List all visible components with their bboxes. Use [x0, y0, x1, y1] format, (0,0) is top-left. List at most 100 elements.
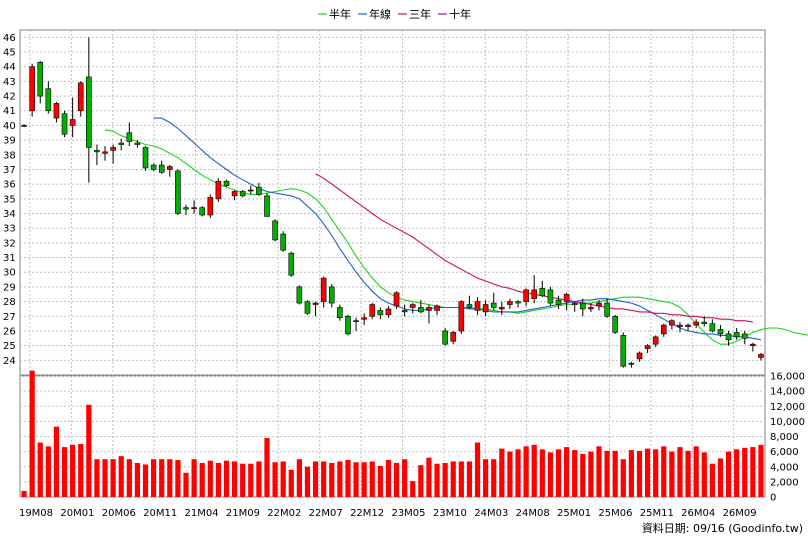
price-y-tick-label: 28 [3, 297, 16, 308]
candle-body [199, 207, 206, 216]
candlestick [37, 60, 44, 104]
candlestick [434, 304, 440, 315]
volume-bar [21, 490, 27, 497]
price-y-tick-label: 25 [3, 341, 16, 352]
candle-body [337, 307, 343, 319]
candlestick [579, 298, 586, 317]
candlestick [183, 204, 189, 215]
candlestick [118, 138, 125, 151]
volume-bar [385, 459, 392, 497]
candlestick [102, 145, 108, 161]
volume-bar [29, 370, 35, 497]
volume-bar [321, 461, 327, 497]
candle-body [426, 307, 432, 311]
candle-body [126, 132, 133, 142]
candle-body [239, 191, 246, 197]
price-y-tick-label: 29 [3, 282, 16, 293]
candle-body [328, 286, 335, 304]
candlestick [507, 298, 513, 309]
volume-bar [717, 458, 724, 497]
volume-bar [539, 449, 545, 497]
candlestick [191, 200, 197, 214]
volume-bar [70, 444, 76, 497]
volume-bar [159, 459, 165, 497]
candlestick [61, 110, 68, 138]
candle-body [312, 302, 319, 305]
volume-bar [742, 447, 748, 497]
volume-bar [620, 459, 626, 497]
x-axis: 19M08 20M01 20M06 20M11 21M04 21M09 22M02 22M07… [19, 508, 757, 519]
volume-bar [272, 462, 278, 497]
volume-bar [709, 463, 715, 497]
candlestick [207, 194, 214, 218]
source-label: 資料日期: 09/16 (Goodinfo.tw) [642, 521, 803, 535]
candlestick [750, 342, 756, 352]
price-y-tick-label: 27 [3, 312, 16, 323]
candlestick [523, 288, 529, 306]
candle-body [29, 66, 35, 112]
x-tick-label: 23M10 [433, 508, 467, 519]
candlestick [150, 163, 157, 171]
volume-bar [223, 460, 230, 497]
price-y-tick-label: 41 [3, 106, 16, 117]
candle-body [620, 335, 627, 367]
candle-body [409, 304, 416, 308]
price-y-tick-label: 24 [3, 356, 16, 367]
candle-body [207, 197, 214, 216]
x-tick-label: 22M02 [267, 508, 301, 519]
volume-bar [410, 481, 416, 497]
candlestick [571, 301, 578, 312]
price-y-tick-label: 43 [3, 77, 16, 88]
candlestick [490, 292, 497, 311]
candlestick [296, 285, 303, 305]
candle-body [660, 324, 667, 335]
volume-bar [701, 452, 707, 497]
candlestick [86, 37, 92, 183]
volume-bar [628, 450, 634, 497]
volume-bar [402, 459, 408, 497]
candlestick [709, 319, 716, 333]
candlestick [450, 330, 457, 345]
volume-bar [126, 459, 132, 497]
price-y-tick-label: 45 [3, 48, 16, 59]
volume-bar [37, 442, 43, 497]
candlestick [353, 317, 359, 331]
volume-bar [191, 459, 197, 497]
candlestick [482, 300, 489, 317]
candle-body [588, 307, 594, 310]
candlestick [158, 160, 165, 174]
volume-bar [653, 449, 659, 497]
price-y-tick-label: 38 [3, 150, 16, 161]
candle-body [110, 147, 116, 151]
candlestick [685, 323, 691, 331]
x-tick-label: 21M09 [226, 508, 260, 519]
candle-body [223, 180, 230, 186]
candle-body [231, 191, 238, 197]
candle-body [579, 302, 586, 310]
candlestick [280, 231, 286, 252]
volume-bar [580, 453, 586, 497]
candle-body [515, 301, 521, 304]
volume-bar [564, 447, 570, 497]
candlestick [474, 297, 481, 315]
volume-bar [110, 459, 116, 497]
candle-body [442, 330, 448, 345]
candle-body [256, 186, 262, 195]
candle-body [758, 354, 764, 358]
candle-body [750, 343, 756, 346]
candlestick [337, 304, 343, 321]
price-y-tick-label: 39 [3, 136, 16, 147]
price-y-tick-label: 30 [3, 268, 16, 279]
volume-bar [175, 459, 181, 497]
x-tick-label: 21M04 [185, 508, 219, 519]
volume-bar [450, 461, 456, 497]
candle-body [652, 336, 659, 345]
candlestick [547, 286, 554, 306]
candle-body [733, 332, 740, 338]
candle-body [725, 333, 732, 341]
volume-bar [483, 459, 489, 497]
candle-body [167, 166, 173, 170]
candle-body [385, 308, 392, 316]
moving-average-line [153, 117, 762, 341]
candlestick [693, 319, 699, 329]
